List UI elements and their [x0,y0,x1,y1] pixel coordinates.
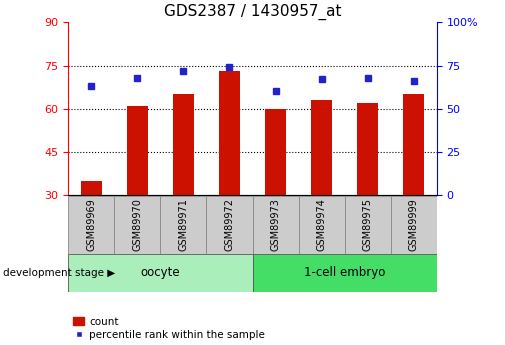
Title: GDS2387 / 1430957_at: GDS2387 / 1430957_at [164,3,341,20]
Bar [127,106,147,195]
Bar [265,109,286,195]
Text: GSM89974: GSM89974 [317,198,327,251]
Bar [358,103,378,195]
Bar [173,94,194,195]
Bar [207,196,252,254]
Text: GSM89972: GSM89972 [224,198,234,251]
Text: 1-cell embryo: 1-cell embryo [304,266,385,279]
Text: development stage ▶: development stage ▶ [3,268,115,278]
Bar [252,196,298,254]
Bar [68,196,114,254]
Text: oocyte: oocyte [140,266,180,279]
Text: GSM89969: GSM89969 [86,198,96,251]
Legend: count, percentile rank within the sample: count, percentile rank within the sample [73,317,265,340]
Bar [252,254,437,292]
Bar [81,180,102,195]
Bar [298,196,345,254]
Bar [311,100,332,195]
Text: GSM89975: GSM89975 [363,198,373,251]
Bar [161,196,207,254]
Bar [403,94,424,195]
Bar [68,254,252,292]
Bar [219,71,240,195]
Text: GSM89973: GSM89973 [271,198,281,251]
Text: GSM89970: GSM89970 [132,198,142,251]
Text: GSM89999: GSM89999 [409,198,419,251]
Bar [345,196,391,254]
Bar [114,196,161,254]
Text: GSM89971: GSM89971 [178,198,188,251]
Bar [391,196,437,254]
